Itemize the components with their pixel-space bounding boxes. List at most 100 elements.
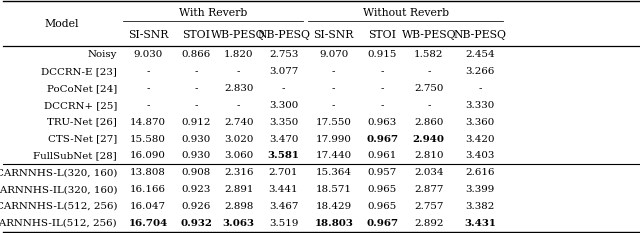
Text: SI-SNR: SI-SNR [314,30,354,40]
Text: -: - [147,101,150,110]
Text: 0.967: 0.967 [366,134,399,144]
Text: 17.550: 17.550 [316,118,352,127]
Text: 0.957: 0.957 [368,168,397,177]
Text: -: - [147,84,150,93]
Text: 2.830: 2.830 [224,84,253,93]
Text: 1.582: 1.582 [414,50,444,59]
Text: 2.740: 2.740 [224,118,253,127]
Text: 2.810: 2.810 [414,151,444,160]
Text: 2.891: 2.891 [224,185,253,194]
Text: 0.967: 0.967 [366,219,399,228]
Text: 18.803: 18.803 [314,219,353,228]
Text: DCCRN+ [25]: DCCRN+ [25] [44,101,117,110]
Text: 17.440: 17.440 [316,151,352,160]
Text: 2.757: 2.757 [414,202,444,211]
Text: STOI: STOI [369,30,396,40]
Text: 3.360: 3.360 [465,118,495,127]
Text: 14.870: 14.870 [130,118,166,127]
Text: 16.704: 16.704 [129,219,168,228]
Text: FullSubNet [28]: FullSubNet [28] [33,151,117,160]
Text: 18.429: 18.429 [316,202,352,211]
Text: -: - [332,67,335,76]
Text: -: - [332,101,335,110]
Text: NB-PESQ: NB-PESQ [257,30,310,40]
Text: 2.877: 2.877 [414,185,444,194]
Text: -: - [381,101,384,110]
Text: 3.403: 3.403 [465,151,495,160]
Text: 2.616: 2.616 [465,168,495,177]
Text: 0.926: 0.926 [182,202,211,211]
Text: 3.470: 3.470 [269,134,298,144]
Text: 16.090: 16.090 [130,151,166,160]
Text: 3.441: 3.441 [269,185,298,194]
Text: -: - [237,101,241,110]
Text: 2.898: 2.898 [224,202,253,211]
Text: 15.580: 15.580 [130,134,166,144]
Text: 0.930: 0.930 [182,134,211,144]
Text: 2.860: 2.860 [414,118,444,127]
Text: 3.350: 3.350 [269,118,298,127]
Text: 3.330: 3.330 [465,101,495,110]
Text: -: - [381,67,384,76]
Text: 3.077: 3.077 [269,67,298,76]
Text: CTS-Net [27]: CTS-Net [27] [48,134,117,144]
Text: With Reverb: With Reverb [179,8,247,18]
Text: 2.940: 2.940 [413,134,445,144]
Text: PoCoNet [24]: PoCoNet [24] [47,84,117,93]
Text: 0.866: 0.866 [182,50,211,59]
Text: 2.753: 2.753 [269,50,298,59]
Text: -: - [332,84,335,93]
Text: Noisy: Noisy [88,50,117,59]
Text: 3.467: 3.467 [269,202,298,211]
Text: 0.932: 0.932 [180,219,212,228]
Text: 2.750: 2.750 [414,84,444,93]
Text: 0.930: 0.930 [182,151,211,160]
Text: 2.892: 2.892 [414,219,444,228]
Text: 0.965: 0.965 [368,185,397,194]
Text: 0.963: 0.963 [368,118,397,127]
Text: -: - [427,67,431,76]
Text: 17.990: 17.990 [316,134,352,144]
Text: -: - [195,67,198,76]
Text: 0.915: 0.915 [368,50,397,59]
Text: 16.166: 16.166 [130,185,166,194]
Text: 3.060: 3.060 [224,151,253,160]
Text: CARNNHS-IL(320, 160): CARNNHS-IL(320, 160) [0,185,117,194]
Text: -: - [427,101,431,110]
Text: DCCRN-E [23]: DCCRN-E [23] [41,67,117,76]
Text: 15.364: 15.364 [316,168,352,177]
Text: 1.820: 1.820 [224,50,253,59]
Text: 16.047: 16.047 [130,202,166,211]
Text: -: - [147,67,150,76]
Text: 3.266: 3.266 [465,67,495,76]
Text: -: - [381,84,384,93]
Text: 2.701: 2.701 [269,168,298,177]
Text: 2.316: 2.316 [224,168,253,177]
Text: 9.030: 9.030 [134,50,163,59]
Text: Model: Model [45,19,79,29]
Text: WB-PESQ: WB-PESQ [401,30,456,40]
Text: 2.034: 2.034 [414,168,444,177]
Text: 0.912: 0.912 [181,118,211,127]
Text: STOI: STOI [182,30,210,40]
Text: 3.420: 3.420 [465,134,495,144]
Text: 18.571: 18.571 [316,185,352,194]
Text: -: - [478,84,482,93]
Text: 3.382: 3.382 [465,202,495,211]
Text: SI-SNR: SI-SNR [128,30,168,40]
Text: 3.300: 3.300 [269,101,298,110]
Text: -: - [195,84,198,93]
Text: 3.399: 3.399 [465,185,495,194]
Text: 3.581: 3.581 [268,151,300,160]
Text: Without Reverb: Without Reverb [363,8,449,18]
Text: 9.070: 9.070 [319,50,348,59]
Text: CARNNHS-L(512, 256): CARNNHS-L(512, 256) [0,202,117,211]
Text: 13.808: 13.808 [130,168,166,177]
Text: -: - [282,84,285,93]
Text: 0.961: 0.961 [368,151,397,160]
Text: 0.908: 0.908 [182,168,211,177]
Text: 3.063: 3.063 [223,219,255,228]
Text: 0.965: 0.965 [368,202,397,211]
Text: TRU-Net [26]: TRU-Net [26] [47,118,117,127]
Text: 0.923: 0.923 [182,185,211,194]
